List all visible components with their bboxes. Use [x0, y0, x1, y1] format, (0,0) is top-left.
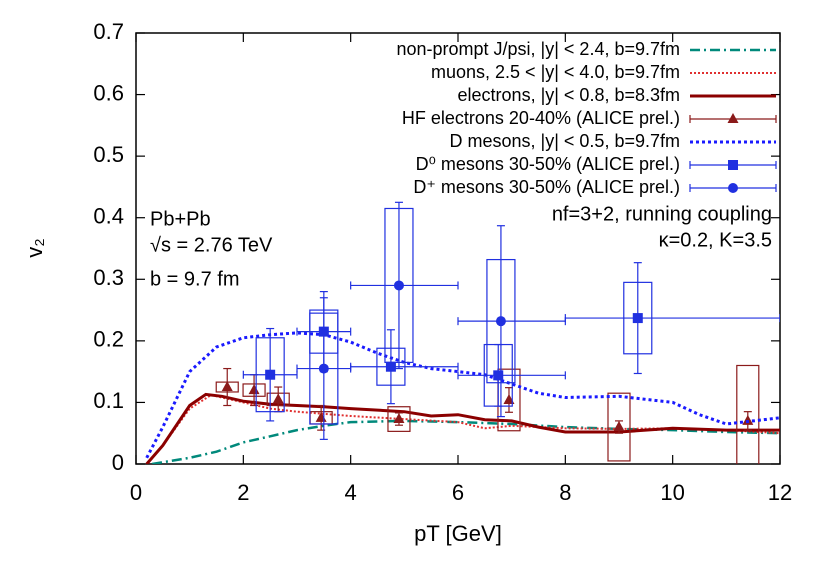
- legend-label: muons, 2.5 < |y| < 4.0, b=9.7fm: [431, 62, 680, 82]
- annotation: b = 9.7 fm: [150, 268, 240, 290]
- x-axis-label: pT [GeV]: [414, 521, 502, 546]
- sys-box: [607, 392, 631, 462]
- marker: [742, 414, 754, 425]
- legend-label: non-prompt J/psi, |y| < 2.4, b=9.7fm: [397, 39, 681, 59]
- series-line: [145, 393, 780, 464]
- y-tick-label: 0.7: [93, 19, 124, 44]
- marker: [613, 421, 625, 432]
- marker: [393, 413, 405, 424]
- annotation: √s = 2.76 TeV: [150, 234, 273, 256]
- marker: [728, 183, 738, 193]
- marker: [728, 160, 738, 170]
- annotation: Pb+Pb: [150, 208, 211, 230]
- x-tick-label: 8: [559, 480, 571, 505]
- x-tick-label: 2: [237, 480, 249, 505]
- marker: [221, 381, 233, 392]
- marker: [727, 113, 739, 123]
- legend-label: D⁺ mesons 30-50% (ALICE prel.): [413, 177, 680, 197]
- annotation: nf=3+2, running coupling: [552, 203, 772, 225]
- x-tick-label: 6: [452, 480, 464, 505]
- y-axis-label: v₂: [22, 238, 47, 258]
- annotation: κ=0.2, K=3.5: [659, 229, 772, 251]
- marker: [248, 384, 260, 395]
- y-tick-label: 0.5: [93, 142, 124, 167]
- x-tick-label: 10: [660, 480, 684, 505]
- legend-label: HF electrons 20-40% (ALICE prel.): [402, 108, 680, 128]
- x-tick-label: 4: [345, 480, 357, 505]
- marker: [315, 411, 327, 422]
- marker: [632, 313, 643, 324]
- y-tick-label: 0.2: [93, 327, 124, 352]
- marker: [495, 316, 506, 327]
- marker: [493, 370, 504, 381]
- x-tick-label: 12: [768, 480, 792, 505]
- x-tick-label: 0: [130, 480, 142, 505]
- sys-box: [387, 406, 411, 432]
- y-tick-label: 0.6: [93, 80, 124, 105]
- marker: [272, 393, 284, 404]
- y-tick-label: 0.4: [93, 204, 124, 229]
- y-tick-label: 0: [112, 450, 124, 475]
- plot: [145, 201, 780, 464]
- series-line: [145, 392, 780, 464]
- y-tick-label: 0.3: [93, 265, 124, 290]
- legend-label: electrons, |y| < 0.8, b=8.3fm: [458, 85, 680, 105]
- marker: [318, 363, 329, 374]
- legend-label: D⁰ mesons 30-50% (ALICE prel.): [416, 154, 680, 174]
- legend-label: D mesons, |y| < 0.5, b=9.7fm: [450, 131, 680, 151]
- marker: [265, 369, 276, 380]
- y-tick-label: 0.1: [93, 388, 124, 413]
- series-line: [145, 331, 780, 459]
- marker: [393, 280, 404, 291]
- marker: [385, 361, 396, 372]
